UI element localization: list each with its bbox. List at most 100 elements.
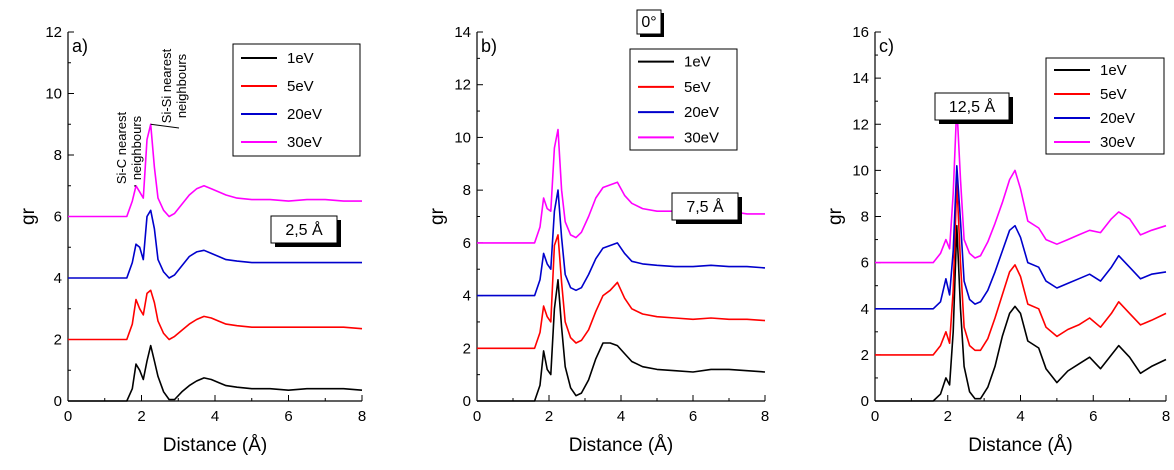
legend-label-5eV: 5eV	[1100, 86, 1127, 103]
legend-label-5eV: 5eV	[287, 78, 314, 95]
y-tick-label: 2	[861, 347, 869, 364]
x-tick-label: 2	[944, 408, 952, 425]
y-tick-label: 4	[861, 301, 869, 318]
y-tick-label: 6	[861, 255, 869, 272]
legend-label-1eV: 1eV	[684, 54, 711, 71]
y-tick-label: 10	[45, 86, 62, 103]
x-tick-label: 0	[64, 408, 72, 425]
x-tick-label: 4	[617, 408, 625, 425]
legend-label-20eV: 20eV	[684, 104, 719, 121]
y-tick-label: 2	[463, 340, 471, 357]
y-tick-label: 12	[852, 116, 869, 133]
y-axis-title: gr	[427, 207, 448, 225]
x-tick-label: 2	[137, 408, 145, 425]
distance-label: 7,5 Å	[686, 197, 724, 216]
y-axis-title: gr	[18, 207, 39, 225]
y-tick-label: 8	[54, 147, 62, 164]
x-axis-title: Distance (Å)	[569, 435, 674, 456]
y-tick-label: 4	[463, 288, 471, 305]
x-tick-label: 6	[689, 408, 697, 425]
y-tick-label: 0	[861, 393, 869, 410]
chart-panel-3: 0 2 4 6 8 0 2 4 6 8 10 12 14 16 Distance (Å) gr c) 1eV 5eV…	[825, 24, 1170, 456]
legend-label-5eV: 5eV	[684, 79, 711, 96]
y-tick-label: 14	[852, 70, 869, 87]
x-tick-label: 8	[358, 408, 366, 425]
series-line-5eV	[68, 289, 363, 341]
y-tick-label: 12	[454, 77, 471, 94]
annotation-text: neighbours	[129, 115, 144, 180]
legend-label-20eV: 20eV	[1100, 110, 1135, 127]
x-tick-label: 0	[473, 408, 481, 425]
annotation-text: Si-C nearest	[114, 111, 129, 184]
legend-label-30eV: 30eV	[287, 134, 322, 151]
chart-panel-2: 0 2 4 6 8 0 2 4 6 8 10 12 14 Distance (Å) gr b) 1eV 5eV 20…	[427, 9, 769, 456]
series-line-20eV	[68, 209, 362, 279]
y-tick-label: 16	[852, 24, 869, 41]
x-tick-label: 4	[1016, 408, 1024, 425]
y-tick-label: 14	[454, 24, 471, 41]
y-tick-label: 12	[45, 24, 62, 41]
legend-label-1eV: 1eV	[1100, 62, 1127, 79]
y-tick-label: 6	[463, 235, 471, 252]
x-axis-title: Distance (Å)	[163, 435, 268, 456]
panel-tag: b)	[481, 36, 497, 56]
label-box-frame	[671, 192, 739, 221]
x-tick-label: 6	[1089, 408, 1097, 425]
y-tick-label: 10	[454, 129, 471, 146]
y-tick-label: 6	[54, 209, 62, 226]
series-line-30eV	[68, 123, 362, 218]
series-line-5eV	[875, 181, 1167, 356]
series-line-1eV	[68, 344, 363, 402]
legend-box	[629, 48, 738, 151]
y-tick-label: 2	[54, 332, 62, 349]
x-tick-label: 4	[211, 408, 219, 425]
angle-box-frame	[636, 9, 662, 35]
x-tick-label: 2	[545, 408, 553, 425]
distance-label-box: 7,5 Å	[671, 192, 742, 224]
series-line-5eV	[477, 234, 766, 350]
legend-label-30eV: 30eV	[1100, 134, 1135, 151]
x-tick-label: 0	[871, 408, 879, 425]
y-tick-label: 8	[861, 209, 869, 226]
annotation-2: Si-Si nearest neighbours	[150, 48, 189, 129]
legend: 1eV 5eV 20eV 30eV	[232, 43, 361, 157]
y-tick-label: 0	[463, 393, 471, 410]
chart-panel-1: 0 2 4 6 8 0 2 4 6 8 10 12 Distance (Å) gr a) 1eV 5eV 20eV…	[18, 24, 366, 456]
distance-label-box: 12,5 Å	[934, 92, 1013, 124]
series-line-20eV	[477, 189, 766, 297]
legend-label-30eV: 30eV	[684, 129, 719, 146]
series-line-30eV	[875, 105, 1167, 264]
annotation-text: neighbours	[174, 53, 189, 118]
y-tick-label: 8	[463, 182, 471, 199]
label-box-frame	[934, 92, 1010, 121]
annotation-text: Si-Si nearest	[159, 48, 174, 123]
x-tick-label: 8	[761, 408, 769, 425]
x-tick-label: 6	[284, 408, 292, 425]
y-tick-label: 0	[54, 393, 62, 410]
legend: 1eV 5eV 20eV 30eV	[629, 48, 738, 151]
series-line-1eV	[875, 224, 1167, 402]
legend-box	[232, 43, 361, 157]
legend-label-20eV: 20eV	[287, 106, 322, 123]
distance-label-box: 2,5 Å	[270, 215, 341, 247]
series-line-20eV	[875, 165, 1167, 310]
panel-tag: c)	[879, 36, 894, 56]
x-tick-label: 8	[1162, 408, 1170, 425]
angle-label-box: 0°	[636, 9, 664, 37]
series-line-1eV	[477, 278, 766, 402]
x-axis-title: Distance (Å)	[968, 435, 1073, 456]
legend-label-1eV: 1eV	[287, 50, 314, 67]
annotation-1: Si-C nearest neighbours	[114, 111, 144, 187]
legend: 1eV 5eV 20eV 30eV	[1045, 57, 1165, 155]
panel-tag: a)	[72, 36, 88, 56]
legend-box	[1045, 57, 1165, 155]
y-tick-label: 10	[852, 162, 869, 179]
label-box-frame	[270, 215, 338, 244]
angle-label: 0°	[641, 14, 656, 31]
distance-label: 2,5 Å	[285, 220, 323, 239]
y-tick-label: 4	[54, 270, 62, 287]
distance-label: 12,5 Å	[949, 97, 996, 116]
y-axis-title: gr	[825, 207, 846, 225]
annotation-pointer	[150, 123, 180, 129]
